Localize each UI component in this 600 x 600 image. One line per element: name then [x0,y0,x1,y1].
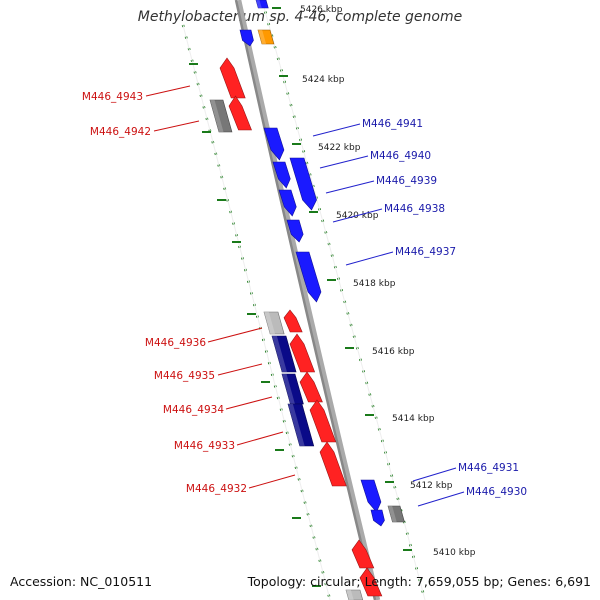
backbone-shadow [236,0,381,600]
forward-gene [295,251,322,303]
forward-gene [387,505,405,523]
forward-gene [289,157,317,211]
gene-leader-line [325,180,375,194]
forward-gene-label: M446_4941 [362,118,423,130]
forward-gene-label: M446_4938 [384,203,445,215]
forward-gene-label: M446_4940 [370,150,431,162]
reverse-gene-label: M446_4936 [145,337,206,349]
accession-label: Accession: NC_010511 [10,574,153,589]
kbp-tick-label: 5410 kbp [433,548,476,558]
inner-track-band [182,24,331,600]
reverse-gene-label: M446_4943 [82,91,143,103]
map-title: Methylobacterium sp. 4-46, complete geno… [137,9,463,25]
backbone-circle [234,0,377,600]
reverse-gene [287,403,315,447]
forward-gene [286,219,304,243]
reverse-gene-label: M446_4932 [186,483,247,495]
gene-leader-line [153,120,200,132]
gene-leader-line [217,363,263,376]
forward-gene-label: M446_4939 [376,175,437,187]
kbp-tick-label: 5412 kbp [410,481,453,491]
gene-leader-line [312,123,361,137]
reverse-gene-label: M446_4934 [163,404,224,416]
reverse-gene [263,311,285,335]
gene-leader-line [412,467,457,482]
reverse-gene [319,441,347,487]
forward-gene [370,509,385,527]
reverse-gene [228,95,252,131]
gene-leader-line [207,327,263,343]
forward-gene [255,0,269,9]
forward-gene [263,127,285,161]
gene-leader-line [225,396,273,410]
gene-leader-line [319,155,369,169]
reverse-gene-label: M446_4933 [174,440,235,452]
kbp-tick-label: 5416 kbp [372,347,415,357]
reverse-gene [271,335,297,373]
forward-gene-label: M446_4937 [395,246,456,258]
forward-gene [257,29,275,45]
reverse-gene [281,373,304,405]
kbp-tick-label: 5424 kbp [302,75,345,85]
kbp-tick-label: 5414 kbp [392,414,435,424]
reverse-gene-label: M446_4942 [90,126,151,138]
gene-leader-line [332,208,383,223]
reverse-gene [219,57,246,99]
reverse-gene [209,99,233,133]
gene-leader-line [145,85,191,97]
gene-leader-line [417,491,465,507]
gene-leader-line [236,431,284,446]
forward-gene [239,29,254,47]
reverse-gene [299,371,323,403]
reverse-gene [359,567,383,597]
forward-gene-label: M446_4930 [466,486,527,498]
reverse-gene [283,309,303,333]
reverse-gene-label: M446_4935 [154,370,215,382]
forward-gene [278,189,297,217]
gene-leader-line [345,251,394,266]
gene-leader-line [248,474,296,489]
kbp-tick-label: 5422 kbp [318,143,361,153]
forward-gene-label: M446_4931 [458,462,519,474]
forward-gene [360,479,382,513]
topology-label: Topology: circular; Length: 7,659,055 bp… [247,574,591,589]
kbp-tick-label: 5418 kbp [353,279,396,289]
kbp-tick-label: 5426 kbp [300,5,343,15]
reverse-gene [345,589,364,600]
reverse-gene [289,333,316,373]
reverse-gene [309,399,337,443]
forward-gene [272,161,291,189]
